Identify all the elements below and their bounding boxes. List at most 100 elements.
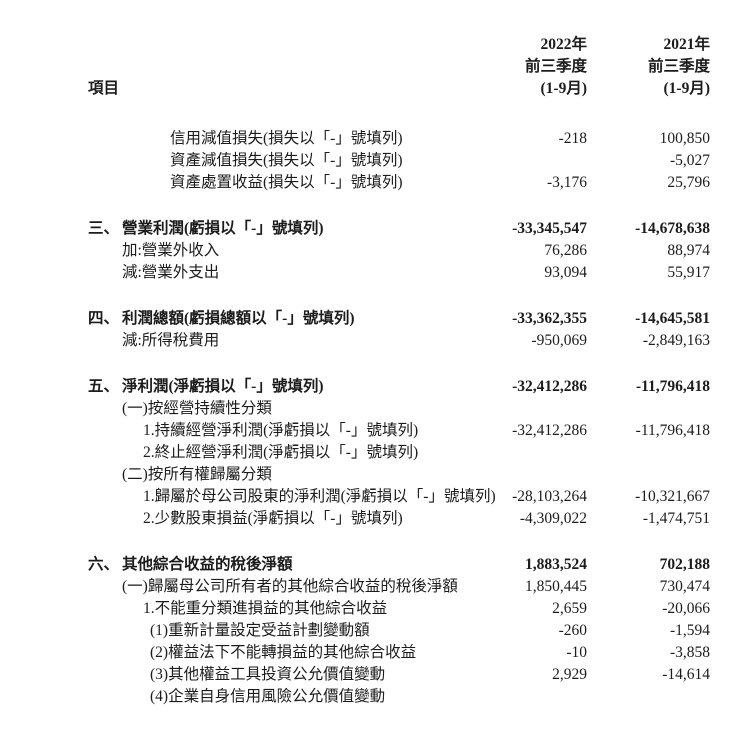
table-row: (1)重新計量設定受益計劃變動額 -260 -1,594 bbox=[88, 620, 710, 642]
row-value-2022: 76,286 bbox=[544, 242, 587, 259]
row-value-2021: -11,796,418 bbox=[635, 422, 710, 439]
table-row: 資產減值損失(損失以「-」號填列) -5,027 bbox=[88, 150, 710, 172]
row-value-2021: 88,974 bbox=[667, 242, 710, 259]
row-label-text: 減:所得稅費用 bbox=[122, 332, 220, 349]
row-label-text: 利潤總額(虧損總額以「-」號填列) bbox=[122, 310, 355, 327]
row-label-text: (二)按所有權歸屬分類 bbox=[122, 466, 272, 483]
row-label: 信用減值損失(損失以「-」號填列) bbox=[88, 128, 490, 150]
row-label-text: 2.少數股東損益(淨虧損以「-」號填列) bbox=[143, 510, 403, 527]
row-value-2021: -14,614 bbox=[662, 666, 710, 683]
column-header-2022: 2022年 前三季度 (1-9月) bbox=[490, 34, 587, 100]
section-spacer bbox=[88, 530, 710, 554]
row-label: 2.少數股東損益(淨虧損以「-」號填列) bbox=[88, 508, 490, 530]
table-row: 四、 利潤總額(虧損總額以「-」號填列) -33,362,355 -14,645,… bbox=[88, 308, 710, 330]
row-value-2021: 25,796 bbox=[667, 174, 710, 191]
table-header: 項目 2022年 前三季度 (1-9月) 2021年 前三季度 (1-9月) bbox=[88, 34, 710, 100]
row-label: 2.終止經營淨利潤(淨虧損以「-」號填列) bbox=[88, 442, 490, 464]
row-label-text: 資產減值損失(損失以「-」號填列) bbox=[170, 152, 403, 169]
table-row: 1.歸屬於母公司股東的淨利潤(淨虧損以「-」號填列) -28,103,264 -… bbox=[88, 486, 710, 508]
row-label: 四、 利潤總額(虧損總額以「-」號填列) bbox=[88, 308, 490, 330]
column-header-2022-months: (1-9月) bbox=[540, 80, 588, 97]
row-section-number: 五、 bbox=[88, 378, 120, 395]
row-label-text: (一)按經營持續性分類 bbox=[122, 400, 272, 417]
row-section-number: 六、 bbox=[88, 556, 120, 573]
row-value-2022: -32,412,286 bbox=[512, 422, 587, 439]
column-header-2021-year: 2021年 bbox=[663, 36, 710, 53]
row-value-2022: -260 bbox=[558, 622, 587, 639]
row-label: (一)按經營持續性分類 bbox=[88, 398, 490, 420]
row-value-2021: -5,027 bbox=[669, 152, 710, 169]
table-row: (4)企業自身信用風險公允價值變動 bbox=[88, 686, 710, 708]
row-value-2022: -4,309,022 bbox=[519, 510, 587, 527]
row-label: 加:營業外收入 bbox=[88, 240, 490, 262]
row-value-2022: -218 bbox=[558, 130, 587, 147]
row-label: 資產減值損失(損失以「-」號填列) bbox=[88, 150, 490, 172]
table-row: (2)權益法下不能轉損益的其他綜合收益 -10 -3,858 bbox=[88, 642, 710, 664]
row-label: (4)企業自身信用風險公允價值變動 bbox=[88, 686, 490, 708]
row-value-2022: 2,929 bbox=[552, 666, 587, 683]
row-value-2022: 1,850,445 bbox=[525, 578, 587, 595]
table-row: (二)按所有權歸屬分類 bbox=[88, 464, 710, 486]
row-label-text: 信用減值損失(損失以「-」號填列) bbox=[170, 130, 403, 147]
table-row: 信用減值損失(損失以「-」號填列) -218 100,850 bbox=[88, 128, 710, 150]
row-label: 五、 淨利潤(淨虧損以「-」號填列) bbox=[88, 376, 490, 398]
section-spacer bbox=[88, 194, 710, 218]
table-row: (一)按經營持續性分類 bbox=[88, 398, 710, 420]
row-value-2021: -14,678,638 bbox=[635, 220, 710, 237]
table-row: 2.少數股東損益(淨虧損以「-」號填列) -4,309,022 -1,474,7… bbox=[88, 508, 710, 530]
row-label-text: 資產處置收益(損失以「-」號填列) bbox=[170, 174, 403, 191]
table-row: 減:營業外支出 93,094 55,917 bbox=[88, 262, 710, 284]
items-column-header: 項目 bbox=[88, 80, 120, 97]
column-header-2021-period: 前三季度 bbox=[647, 58, 710, 75]
row-label: 減:營業外支出 bbox=[88, 262, 490, 284]
row-label-text: 1.歸屬於母公司股東的淨利潤(淨虧損以「-」號填列) bbox=[143, 488, 496, 505]
column-header-2021-months: (1-9月) bbox=[663, 80, 711, 97]
row-section-number: 四、 bbox=[88, 310, 120, 327]
row-value-2021: 702,188 bbox=[659, 556, 710, 573]
column-header-2022-year: 2022年 bbox=[540, 36, 587, 53]
row-label: (1)重新計量設定受益計劃變動額 bbox=[88, 620, 490, 642]
row-label-text: 加:營業外收入 bbox=[122, 242, 220, 259]
row-value-2021: -1,594 bbox=[669, 622, 710, 639]
row-value-2022: -32,412,286 bbox=[512, 378, 587, 395]
row-value-2022: -28,103,264 bbox=[512, 488, 587, 505]
row-label-text: 營業利潤(虧損以「-」號填列) bbox=[122, 220, 324, 237]
table-row: 資產處置收益(損失以「-」號填列) -3,176 25,796 bbox=[88, 172, 710, 194]
row-value-2022: 1,883,524 bbox=[525, 556, 587, 573]
row-label-text: (2)權益法下不能轉損益的其他綜合收益 bbox=[150, 644, 417, 661]
section-spacer bbox=[88, 284, 710, 308]
row-label: (一)歸屬母公司所有者的其他綜合收益的稅後淨額 bbox=[88, 576, 490, 598]
table-row: 五、 淨利潤(淨虧損以「-」號填列) -32,412,286 -11,796,41… bbox=[88, 376, 710, 398]
column-header-2021: 2021年 前三季度 (1-9月) bbox=[587, 34, 710, 100]
row-label: (2)權益法下不能轉損益的其他綜合收益 bbox=[88, 642, 490, 664]
table-row: 1.持續經營淨利潤(淨虧損以「-」號填列) -32,412,286 -11,79… bbox=[88, 420, 710, 442]
row-label: 減:所得稅費用 bbox=[88, 330, 490, 352]
row-label: 1.持續經營淨利潤(淨虧損以「-」號填列) bbox=[88, 420, 490, 442]
row-label: 三、 營業利潤(虧損以「-」號填列) bbox=[88, 218, 490, 240]
row-label-text: 減:營業外支出 bbox=[122, 264, 220, 281]
row-value-2022: 2,659 bbox=[552, 600, 587, 617]
row-label-text: (1)重新計量設定受益計劃變動額 bbox=[150, 622, 370, 639]
table-row: (一)歸屬母公司所有者的其他綜合收益的稅後淨額 1,850,445 730,47… bbox=[88, 576, 710, 598]
row-value-2021: 55,917 bbox=[667, 264, 710, 281]
row-label: 資產處置收益(損失以「-」號填列) bbox=[88, 172, 490, 194]
row-value-2022: -950,069 bbox=[531, 332, 587, 349]
row-label: (3)其他權益工具投資公允價值變動 bbox=[88, 664, 490, 686]
row-label: 六、 其他綜合收益的稅後淨額 bbox=[88, 554, 490, 576]
row-label-text: (4)企業自身信用風險公允價值變動 bbox=[150, 688, 386, 705]
row-value-2022: -3,176 bbox=[546, 174, 587, 191]
table-row: (3)其他權益工具投資公允價值變動 2,929 -14,614 bbox=[88, 664, 710, 686]
row-label: 1.歸屬於母公司股東的淨利潤(淨虧損以「-」號填列) bbox=[88, 486, 496, 508]
header-gap bbox=[88, 100, 710, 128]
row-label-text: 1.持續經營淨利潤(淨虧損以「-」號填列) bbox=[143, 422, 419, 439]
row-label: (二)按所有權歸屬分類 bbox=[88, 464, 490, 486]
section-spacer bbox=[88, 352, 710, 376]
row-value-2021: -11,796,418 bbox=[635, 378, 710, 395]
row-value-2022: -10 bbox=[566, 644, 587, 661]
row-value-2021: 100,850 bbox=[659, 130, 710, 147]
table-row: 2.終止經營淨利潤(淨虧損以「-」號填列) bbox=[88, 442, 710, 464]
table-row: 1.不能重分類進損益的其他綜合收益 2,659 -20,066 bbox=[88, 598, 710, 620]
row-value-2021: -20,066 bbox=[662, 600, 710, 617]
row-label-text: 2.終止經營淨利潤(淨虧損以「-」號填列) bbox=[143, 444, 419, 461]
row-label-text: (一)歸屬母公司所有者的其他綜合收益的稅後淨額 bbox=[122, 578, 458, 595]
